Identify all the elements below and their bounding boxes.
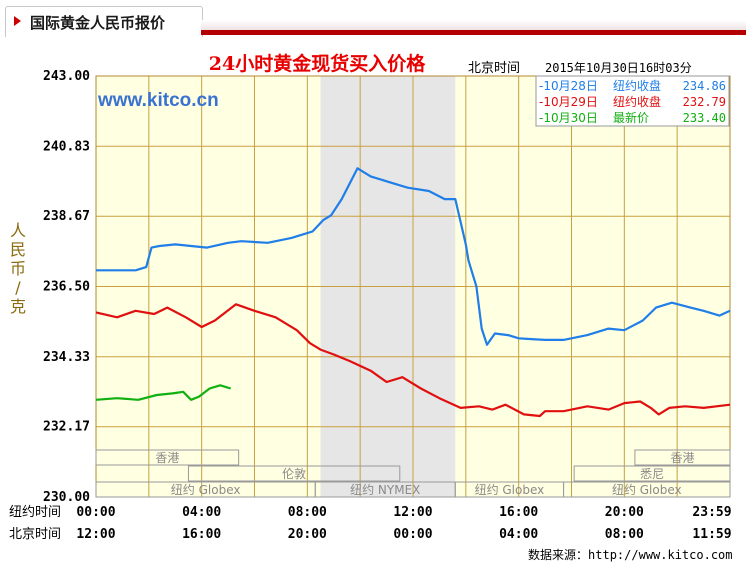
x-tick-label-ny: 04:00 <box>182 505 221 520</box>
series-line-1 <box>95 303 731 418</box>
legend-value: 234.86 <box>683 79 726 93</box>
x-tick-label-ny: 23:59 <box>692 505 731 520</box>
y-axis-label-char: / <box>15 278 21 297</box>
y-tick-label: 236.50 <box>43 280 90 295</box>
x-tick-labels: 00:00 04:00 08:00 12:00 16:00 20:00 23:59 12:00… <box>76 505 731 542</box>
x-tick-label-bj: 08:00 <box>605 527 644 542</box>
session-label: 香港 <box>670 451 694 465</box>
legend-date: -10月29日 <box>539 95 598 109</box>
x-tick-label-bj: 11:59 <box>692 527 731 542</box>
triangle-arrow-icon <box>14 16 21 26</box>
session-bar <box>187 465 401 482</box>
x-tick-label-bj: 00:00 <box>393 527 432 542</box>
y-axis-label: 人民币/克 <box>10 221 26 316</box>
legend-label: 纽约收盘 <box>613 94 661 109</box>
data-source-url[interactable]: http://www.kitco.com <box>588 548 733 562</box>
legend-date: -10月28日 <box>539 79 598 93</box>
session-bar <box>95 449 240 466</box>
session-label: 伦敦 <box>282 466 306 481</box>
x-tick-label-ny: 20:00 <box>605 505 644 520</box>
legend-label: 最新价 <box>613 110 649 125</box>
chart-subtitle-label: 北京时间 <box>468 61 520 76</box>
session-label: 悉尼 <box>640 467 664 481</box>
x-tick-label-ny: 00:00 <box>76 505 115 520</box>
y-tick-label: 240.83 <box>43 139 90 154</box>
y-tick-labels: 243.00 240.83 238.67 236.50 234.33 232.17 230.… <box>43 69 90 505</box>
y-tick-label: 232.17 <box>43 420 90 435</box>
x-tick-label-ny: 08:00 <box>288 505 327 520</box>
y-tick-label: 238.67 <box>43 209 90 224</box>
series-layer <box>95 167 731 418</box>
x-tick-label-bj: 04:00 <box>499 527 538 542</box>
chart-title: 24小时黄金现货买入价格 <box>209 52 426 75</box>
session-label: 纽约 Globex <box>171 482 241 497</box>
x-tick-label-bj: 20:00 <box>288 527 327 542</box>
y-axis-label-char: 克 <box>10 297 26 316</box>
grid-lines <box>95 75 731 498</box>
tab-title: 国际黄金人民币报价 <box>30 14 166 32</box>
y-axis-label-char: 币 <box>10 259 26 278</box>
session-label: 香港 <box>155 451 179 465</box>
session-label: 纽约 Globex <box>475 482 545 497</box>
session-bar <box>573 465 731 482</box>
y-axis-label-char: 人 <box>10 221 26 240</box>
session-bar <box>634 449 731 466</box>
legend-label: 纽约收盘 <box>613 78 661 93</box>
watermark: www.kitco.cn <box>97 90 219 111</box>
legend-value: 232.79 <box>683 95 726 109</box>
legend-value: 233.40 <box>683 111 726 125</box>
x-tick-label-bj: 12:00 <box>76 527 115 542</box>
x-row2-label: 北京时间 <box>9 527 61 542</box>
series-line-2 <box>95 384 232 401</box>
y-tick-label: 243.00 <box>43 69 90 84</box>
session-label: 纽约 NYMEX <box>350 482 420 497</box>
session-bar <box>563 481 731 498</box>
x-tick-label-ny: 12:00 <box>393 505 432 520</box>
legend: -10月28日 纽约收盘 234.86-10月29日 纽约收盘 232.79-10月30… <box>539 78 726 125</box>
tab-gold-rmb-quote[interactable]: 国际黄金人民币报价 <box>5 6 203 37</box>
y-tick-label: 230.00 <box>43 490 90 505</box>
tab-rule <box>201 30 746 35</box>
tab-rule-shade <box>201 20 746 30</box>
chart-subtitle-time: 2015年10月30日16时03分 <box>545 61 692 75</box>
y-axis-label-char: 民 <box>10 240 26 259</box>
x-row1-label: 纽约时间 <box>9 505 61 520</box>
y-tick-label: 234.33 <box>43 350 90 365</box>
session-label: 纽约 Globex <box>612 482 682 497</box>
legend-date: -10月30日 <box>539 111 598 125</box>
legend-box <box>535 75 730 127</box>
data-source: 数据来源：http://www.kitco.com <box>528 546 733 563</box>
header-tabbar: 国际黄金人民币报价 <box>0 0 750 38</box>
data-source-label: 数据来源： <box>528 548 589 562</box>
series-line-0 <box>96 167 731 346</box>
x-tick-label-bj: 16:00 <box>182 527 221 542</box>
x-tick-label-ny: 16:00 <box>499 505 538 520</box>
